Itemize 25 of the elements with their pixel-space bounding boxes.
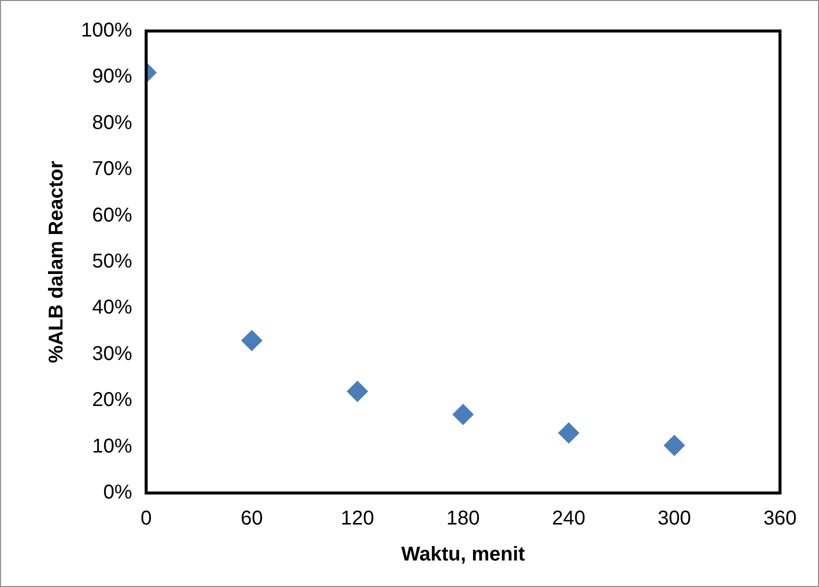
point: [558, 422, 580, 444]
y-tick-label: 50%: [92, 250, 132, 273]
y-tick-label: 20%: [92, 389, 132, 412]
x-tick-label: 360: [763, 508, 797, 530]
y-axis-title: %ALB dalam Reactor: [46, 160, 68, 364]
x-tick-label: 0: [140, 508, 152, 530]
x-tick-label: 120: [340, 508, 374, 530]
point: [664, 434, 685, 456]
y-tick-label: 80%: [92, 112, 132, 134]
y-tick-label: 60%: [92, 204, 132, 226]
x-axis-title: Waktu, menit: [401, 544, 526, 566]
y-tick-label: 10%: [92, 435, 132, 458]
y-tick-label: 0%: [103, 482, 132, 504]
y-tick-label: 40%: [92, 296, 132, 319]
x-tick-label: 300: [658, 508, 692, 530]
point: [452, 404, 474, 425]
y-tick-label: 90%: [92, 66, 132, 88]
x-tick-label: 60: [240, 508, 263, 530]
y-tick-label: 100%: [80, 20, 132, 42]
x-tick-label: 180: [446, 508, 480, 530]
point: [241, 330, 262, 352]
y-tick-label: 70%: [92, 158, 132, 180]
x-tick-label: 240: [552, 508, 586, 530]
point: [346, 380, 368, 402]
y-tick-label: 30%: [92, 342, 132, 365]
